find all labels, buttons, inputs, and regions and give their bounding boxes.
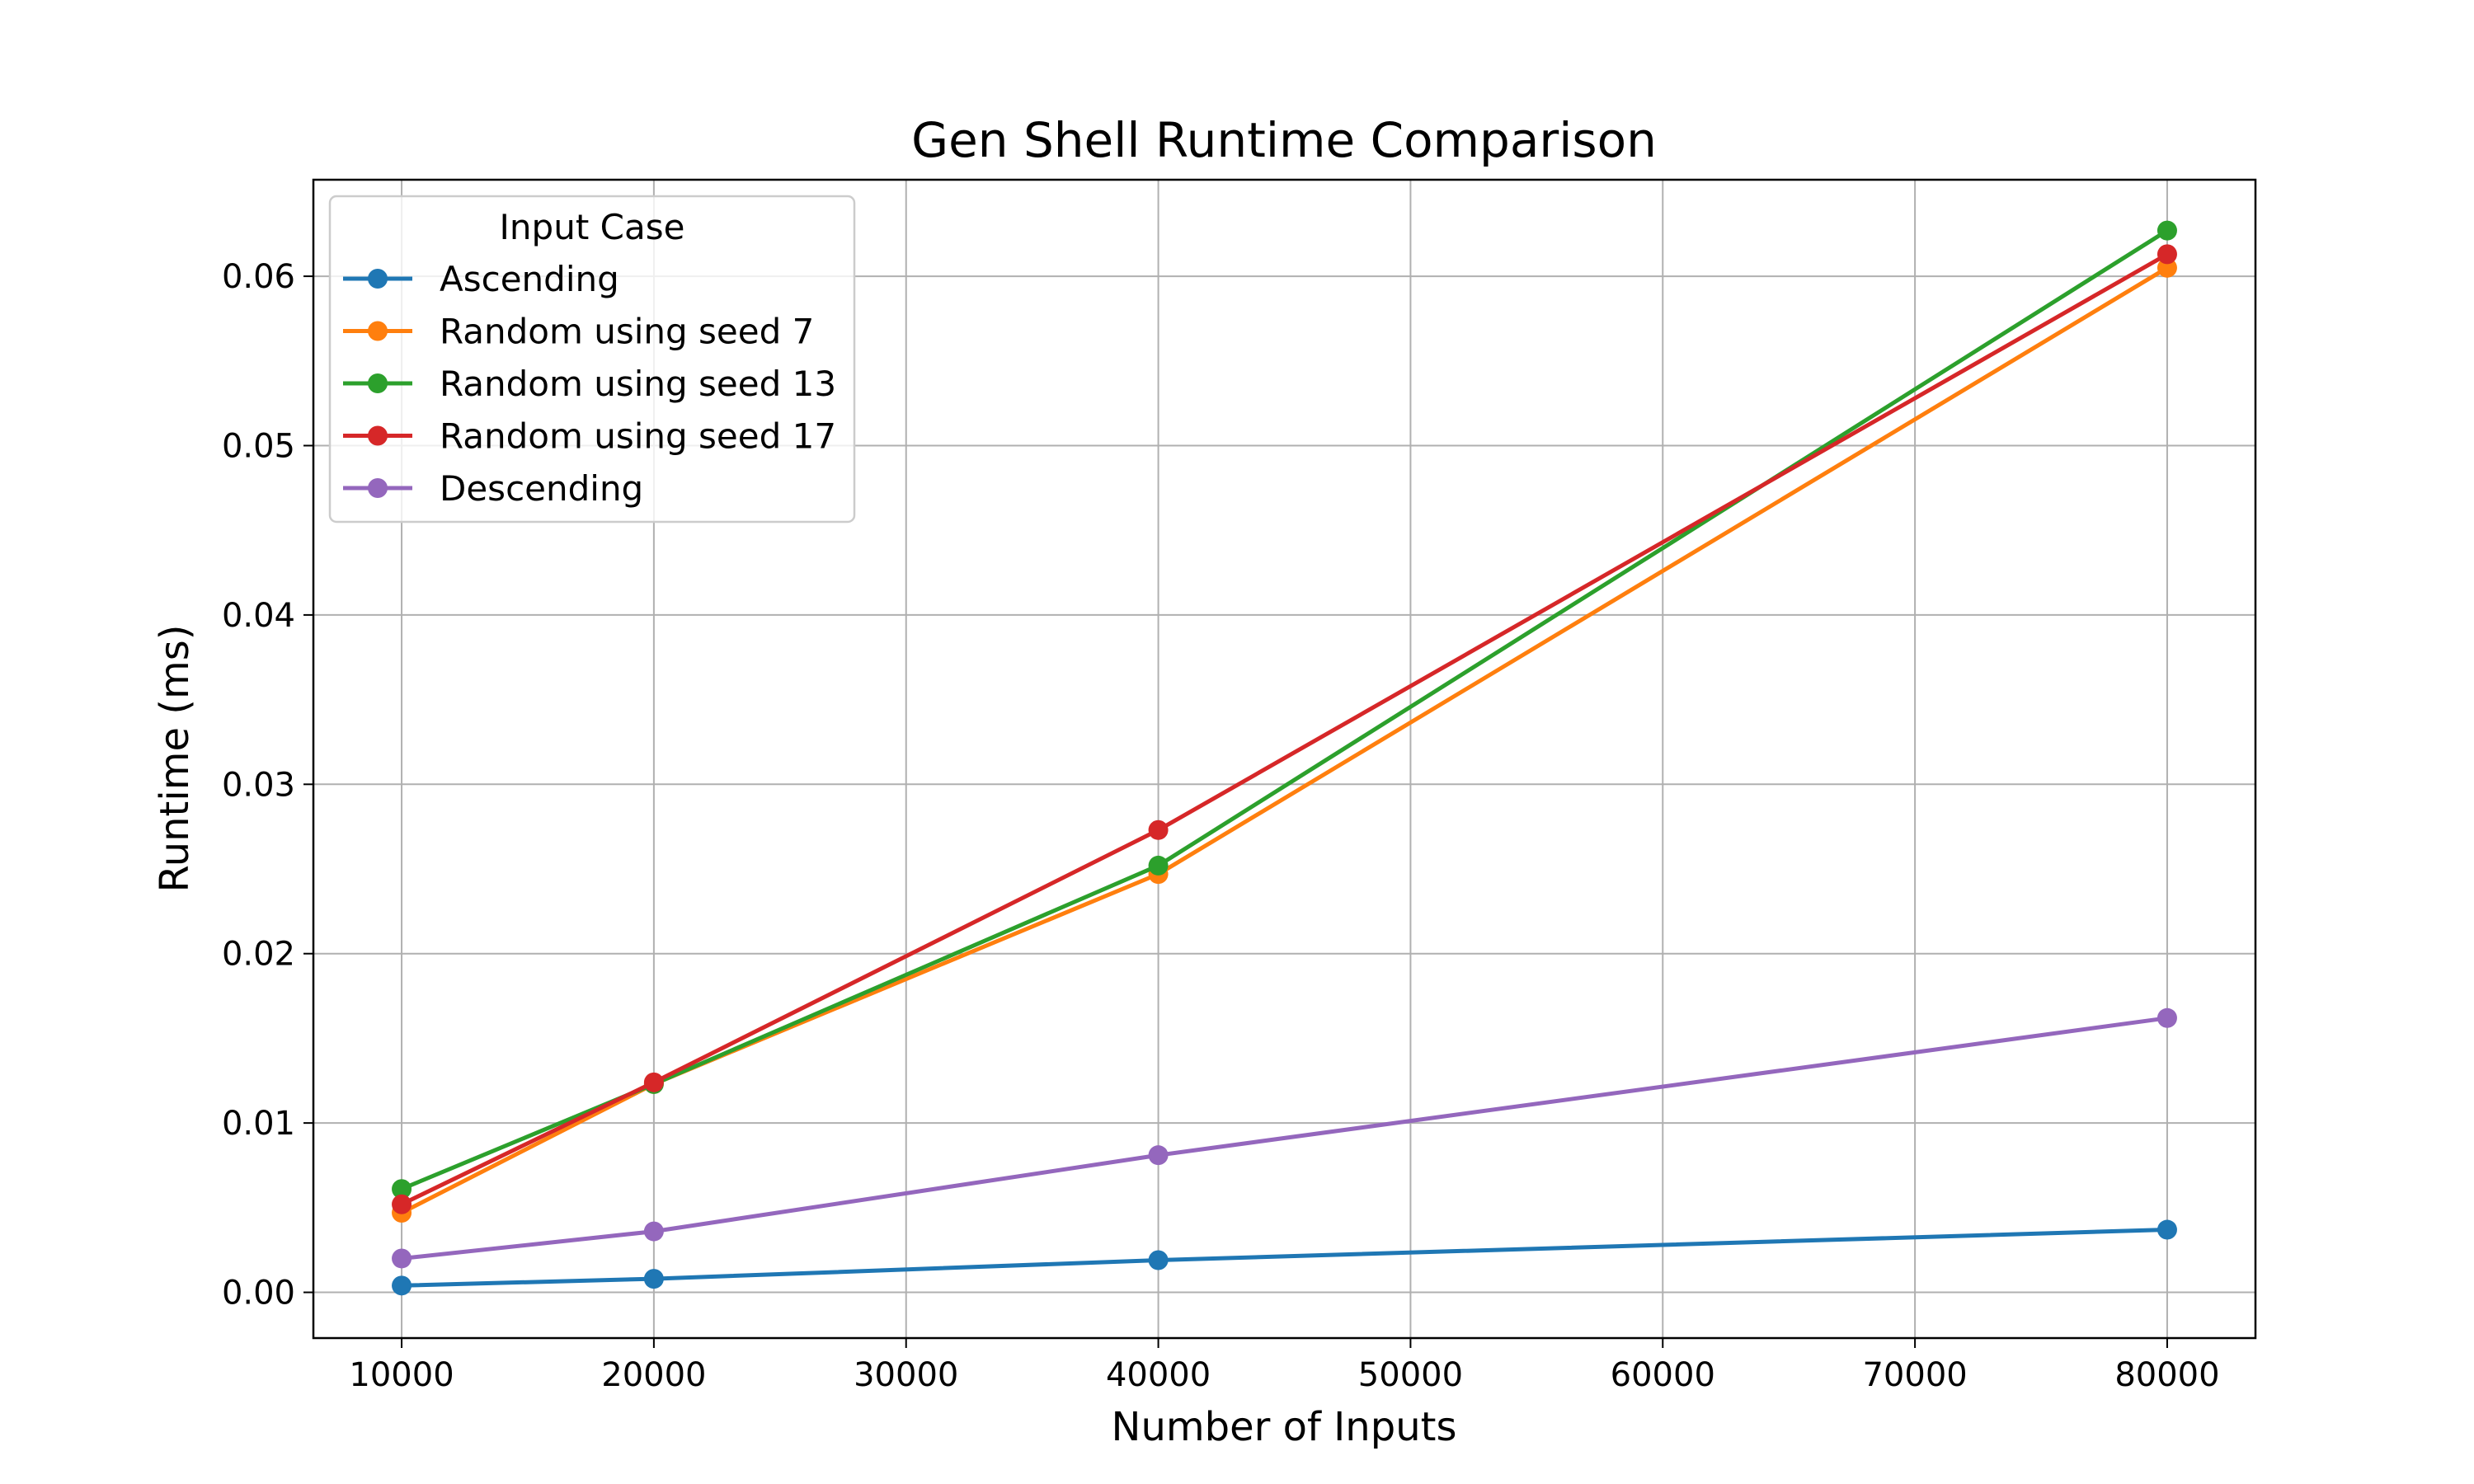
legend-item-random-using-seed-17: Random using seed 17: [343, 416, 836, 457]
legend-swatch-marker: [368, 321, 388, 341]
data-point-random-using-seed-13: [1148, 855, 1169, 876]
series-line-ascending: [399, 1228, 2170, 1288]
legend: Input Case Ascending Random using seed 7 R…: [328, 195, 856, 524]
y-tick-label: 0.03: [222, 766, 295, 804]
x-tick-label: 50000: [1358, 1356, 1463, 1394]
y-tick-label: 0.02: [222, 936, 295, 974]
legend-label: Descending: [440, 468, 643, 509]
series-random-using-seed-17: [392, 244, 2177, 1214]
series-line-random-using-seed-13: [399, 228, 2170, 1191]
x-tick-label: 10000: [349, 1356, 454, 1394]
y-tick-label: 0.06: [222, 258, 295, 296]
y-tick-label: 0.00: [222, 1275, 295, 1313]
data-point-ascending: [392, 1275, 412, 1296]
legend-items: Ascending Random using seed 7 Random using…: [343, 259, 836, 509]
legend-title: Input Case: [500, 207, 685, 247]
legend-label: Ascending: [440, 259, 619, 299]
data-point-random-using-seed-13: [392, 1179, 412, 1200]
y-axis-label: Runtime (ms): [152, 625, 198, 893]
data-point-random-using-seed-17: [1148, 819, 1169, 840]
data-point-descending: [2157, 1007, 2177, 1028]
legend-label: Random using seed 7: [440, 312, 814, 352]
chart-title: Gen Shell Runtime Comparison: [911, 112, 1657, 168]
legend-item-random-using-seed-7: Random using seed 7: [343, 312, 814, 352]
legend-label: Random using seed 13: [440, 364, 836, 404]
legend-item-ascending: Ascending: [343, 259, 619, 299]
x-tick-label: 20000: [601, 1356, 706, 1394]
x-tick-label: 30000: [854, 1356, 958, 1394]
data-point-ascending: [2157, 1219, 2177, 1240]
x-tick-label: 40000: [1106, 1356, 1211, 1394]
data-point-descending: [392, 1248, 412, 1269]
data-point-descending: [643, 1221, 664, 1242]
series-layer: [392, 220, 2177, 1296]
data-point-random-using-seed-17: [643, 1072, 664, 1092]
series-descending: [392, 1007, 2177, 1269]
plot-frame: [312, 178, 2257, 1340]
series-line-descending: [399, 1016, 2170, 1261]
series-line-random-using-seed-7: [399, 265, 2170, 1215]
legend-swatch-marker: [368, 373, 388, 393]
y-tick-label: 0.04: [222, 597, 295, 635]
legend-swatch-marker: [368, 269, 388, 289]
data-point-random-using-seed-17: [392, 1194, 412, 1214]
data-point-random-using-seed-7: [2157, 257, 2177, 278]
x-tick-label: 60000: [1611, 1356, 1715, 1394]
data-point-descending: [1148, 1145, 1169, 1166]
data-point-ascending: [643, 1269, 664, 1289]
legend-swatch-marker: [368, 425, 388, 446]
y-axis: 0.00 0.01 0.02 0.03 0.04 0.05 0.06: [222, 258, 313, 1313]
legend-item-random-using-seed-13: Random using seed 13: [343, 364, 836, 404]
x-axis-label: Number of Inputs: [1112, 1404, 1457, 1450]
legend-swatch-marker: [368, 478, 388, 498]
legend-box: [328, 195, 856, 524]
y-tick-label: 0.05: [222, 427, 295, 465]
data-point-random-using-seed-17: [2157, 244, 2177, 265]
legend-label: Random using seed 17: [440, 416, 836, 457]
x-tick-label: 80000: [2114, 1356, 2219, 1394]
x-tick-label: 70000: [1862, 1356, 1967, 1394]
data-point-random-using-seed-13: [2157, 220, 2177, 241]
x-axis: 10000 20000 30000 40000 50000 60000 70000 80000: [349, 1338, 2220, 1394]
y-tick-label: 0.01: [222, 1105, 295, 1143]
series-line-random-using-seed-17: [399, 251, 2170, 1207]
series-ascending: [392, 1219, 2177, 1296]
grid: [313, 180, 2255, 1338]
data-point-ascending: [1148, 1250, 1169, 1270]
legend-item-descending: Descending: [343, 468, 643, 509]
